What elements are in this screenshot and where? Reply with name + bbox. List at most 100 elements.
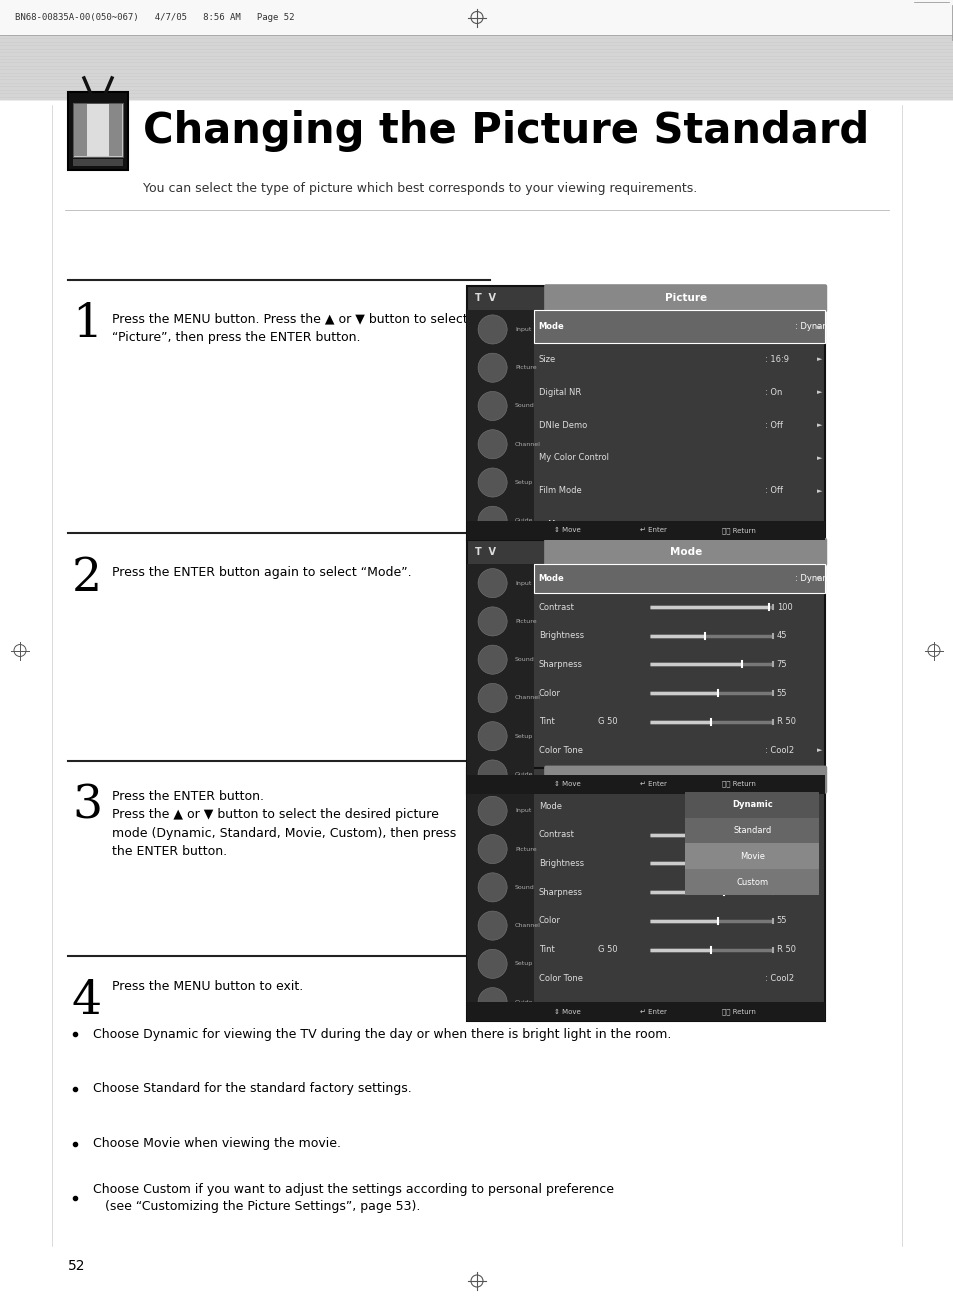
Bar	[73, 103, 123, 157]
Bar	[0, 35, 953, 100]
Text: Changing the Picture Standard: Changing the Picture Standard	[143, 111, 868, 152]
Text: Tint: Tint	[538, 717, 554, 726]
Circle shape	[477, 645, 507, 674]
Bar	[467, 792, 533, 1021]
Bar	[467, 774, 824, 794]
Circle shape	[477, 950, 507, 978]
Text: Movie: Movie	[739, 852, 764, 861]
Text: Input: Input	[515, 808, 531, 813]
Bar	[684, 843, 819, 869]
Bar	[467, 1002, 824, 1021]
Text: Contrast: Contrast	[538, 830, 574, 839]
Text: Dynamic: Dynamic	[731, 800, 772, 809]
Text: ⧼⧽ Return: ⧼⧽ Return	[721, 781, 756, 787]
Text: Contrast: Contrast	[538, 602, 574, 611]
Bar	[74, 104, 88, 156]
Text: ►: ►	[816, 356, 821, 363]
Text: Choose Standard for the standard factory settings.: Choose Standard for the standard factory…	[92, 1082, 412, 1095]
Text: Picture: Picture	[664, 293, 706, 303]
Text: Custom: Custom	[736, 878, 767, 886]
Text: 3: 3	[71, 783, 102, 829]
Text: ⇕ Move: ⇕ Move	[554, 527, 580, 533]
Circle shape	[477, 911, 507, 941]
Text: ►: ►	[816, 748, 821, 753]
Text: Picture: Picture	[515, 619, 537, 624]
Bar	[467, 565, 533, 794]
Bar	[467, 768, 824, 1021]
Text: Sharpness: Sharpness	[538, 660, 582, 669]
Text: Digital NR: Digital NR	[538, 388, 580, 397]
Text: Sound: Sound	[515, 885, 535, 890]
Circle shape	[477, 834, 507, 864]
Text: 45: 45	[776, 631, 786, 640]
Circle shape	[477, 353, 507, 382]
Text: ►: ►	[816, 575, 821, 582]
Text: T  V: T V	[475, 774, 496, 785]
Text: ↵ Enter: ↵ Enter	[639, 527, 666, 533]
Circle shape	[477, 760, 507, 788]
Bar	[68, 92, 128, 170]
Bar	[73, 159, 123, 167]
Text: 52: 52	[68, 1259, 86, 1272]
Text: Color Tone: Color Tone	[538, 745, 582, 755]
Text: 2: 2	[71, 556, 102, 601]
Text: Setup: Setup	[515, 480, 533, 485]
Text: Color: Color	[538, 916, 560, 925]
Text: Mode: Mode	[538, 801, 561, 811]
Text: Film Mode: Film Mode	[538, 487, 580, 496]
Text: Color: Color	[538, 688, 560, 697]
Text: Input: Input	[515, 580, 531, 585]
Text: Picture: Picture	[515, 847, 537, 852]
Text: DNIe Demo: DNIe Demo	[538, 420, 586, 429]
Circle shape	[477, 796, 507, 825]
Bar	[109, 104, 122, 156]
Text: Brightness: Brightness	[538, 859, 583, 868]
Text: : On: : On	[764, 388, 781, 397]
Text: : 16:9: : 16:9	[764, 355, 788, 364]
Text: Channel: Channel	[515, 442, 540, 446]
Text: Sound: Sound	[515, 657, 535, 662]
Bar	[684, 792, 819, 817]
FancyBboxPatch shape	[543, 284, 826, 312]
Text: Channel: Channel	[515, 924, 540, 928]
Text: 1: 1	[71, 302, 102, 347]
Bar	[533, 311, 824, 343]
Text: ►: ►	[816, 389, 821, 396]
Bar	[684, 869, 819, 895]
Bar	[88, 104, 109, 156]
Text: : Off: : Off	[764, 487, 782, 496]
Text: Input: Input	[515, 327, 531, 332]
Text: G 50: G 50	[598, 945, 617, 954]
Text: ⇕ Move: ⇕ Move	[554, 1008, 580, 1015]
Text: Reset: Reset	[538, 1003, 561, 1011]
Text: 55: 55	[776, 688, 786, 697]
Text: Press the MENU button. Press the ▲ or ▼ button to select
“Picture”, then press t: Press the MENU button. Press the ▲ or ▼ …	[112, 312, 467, 343]
Text: ⇕ Move: ⇕ Move	[554, 781, 580, 787]
Text: Guide: Guide	[515, 999, 533, 1004]
Text: Standard: Standard	[733, 826, 771, 835]
Text: : Off: : Off	[764, 420, 782, 429]
Text: Channel: Channel	[515, 696, 540, 700]
Text: Color Tone: Color Tone	[538, 973, 582, 982]
Text: ⧼⧽ Return: ⧼⧽ Return	[721, 1008, 756, 1015]
Text: Choose Dynamic for viewing the TV during the day or when there is bright light i: Choose Dynamic for viewing the TV during…	[92, 1028, 671, 1041]
Bar	[467, 540, 824, 794]
Text: G 50: G 50	[598, 717, 617, 726]
Text: ►: ►	[816, 324, 821, 329]
Text: R 50: R 50	[776, 717, 795, 726]
Text: : Cool2: : Cool2	[764, 973, 794, 982]
Text: Choose Custom if you want to adjust the settings according to personal preferenc: Choose Custom if you want to adjust the …	[92, 1183, 614, 1214]
Text: BN68-00835A-00(050~067)   4/7/05   8:56 AM   Page 52: BN68-00835A-00(050~067) 4/7/05 8:56 AM P…	[15, 13, 294, 22]
Text: Mode: Mode	[538, 574, 564, 583]
Bar	[533, 565, 824, 593]
Circle shape	[477, 606, 507, 636]
Text: R 50: R 50	[776, 945, 795, 954]
Text: Mode: Mode	[669, 546, 701, 557]
Text: Sharpness: Sharpness	[538, 887, 582, 896]
Text: : Cool2: : Cool2	[764, 745, 794, 755]
Text: T  V: T V	[475, 546, 496, 557]
Bar	[467, 311, 533, 540]
Bar	[533, 311, 824, 343]
Text: : Dynamic: : Dynamic	[795, 323, 837, 332]
Text: Picture: Picture	[515, 366, 537, 371]
